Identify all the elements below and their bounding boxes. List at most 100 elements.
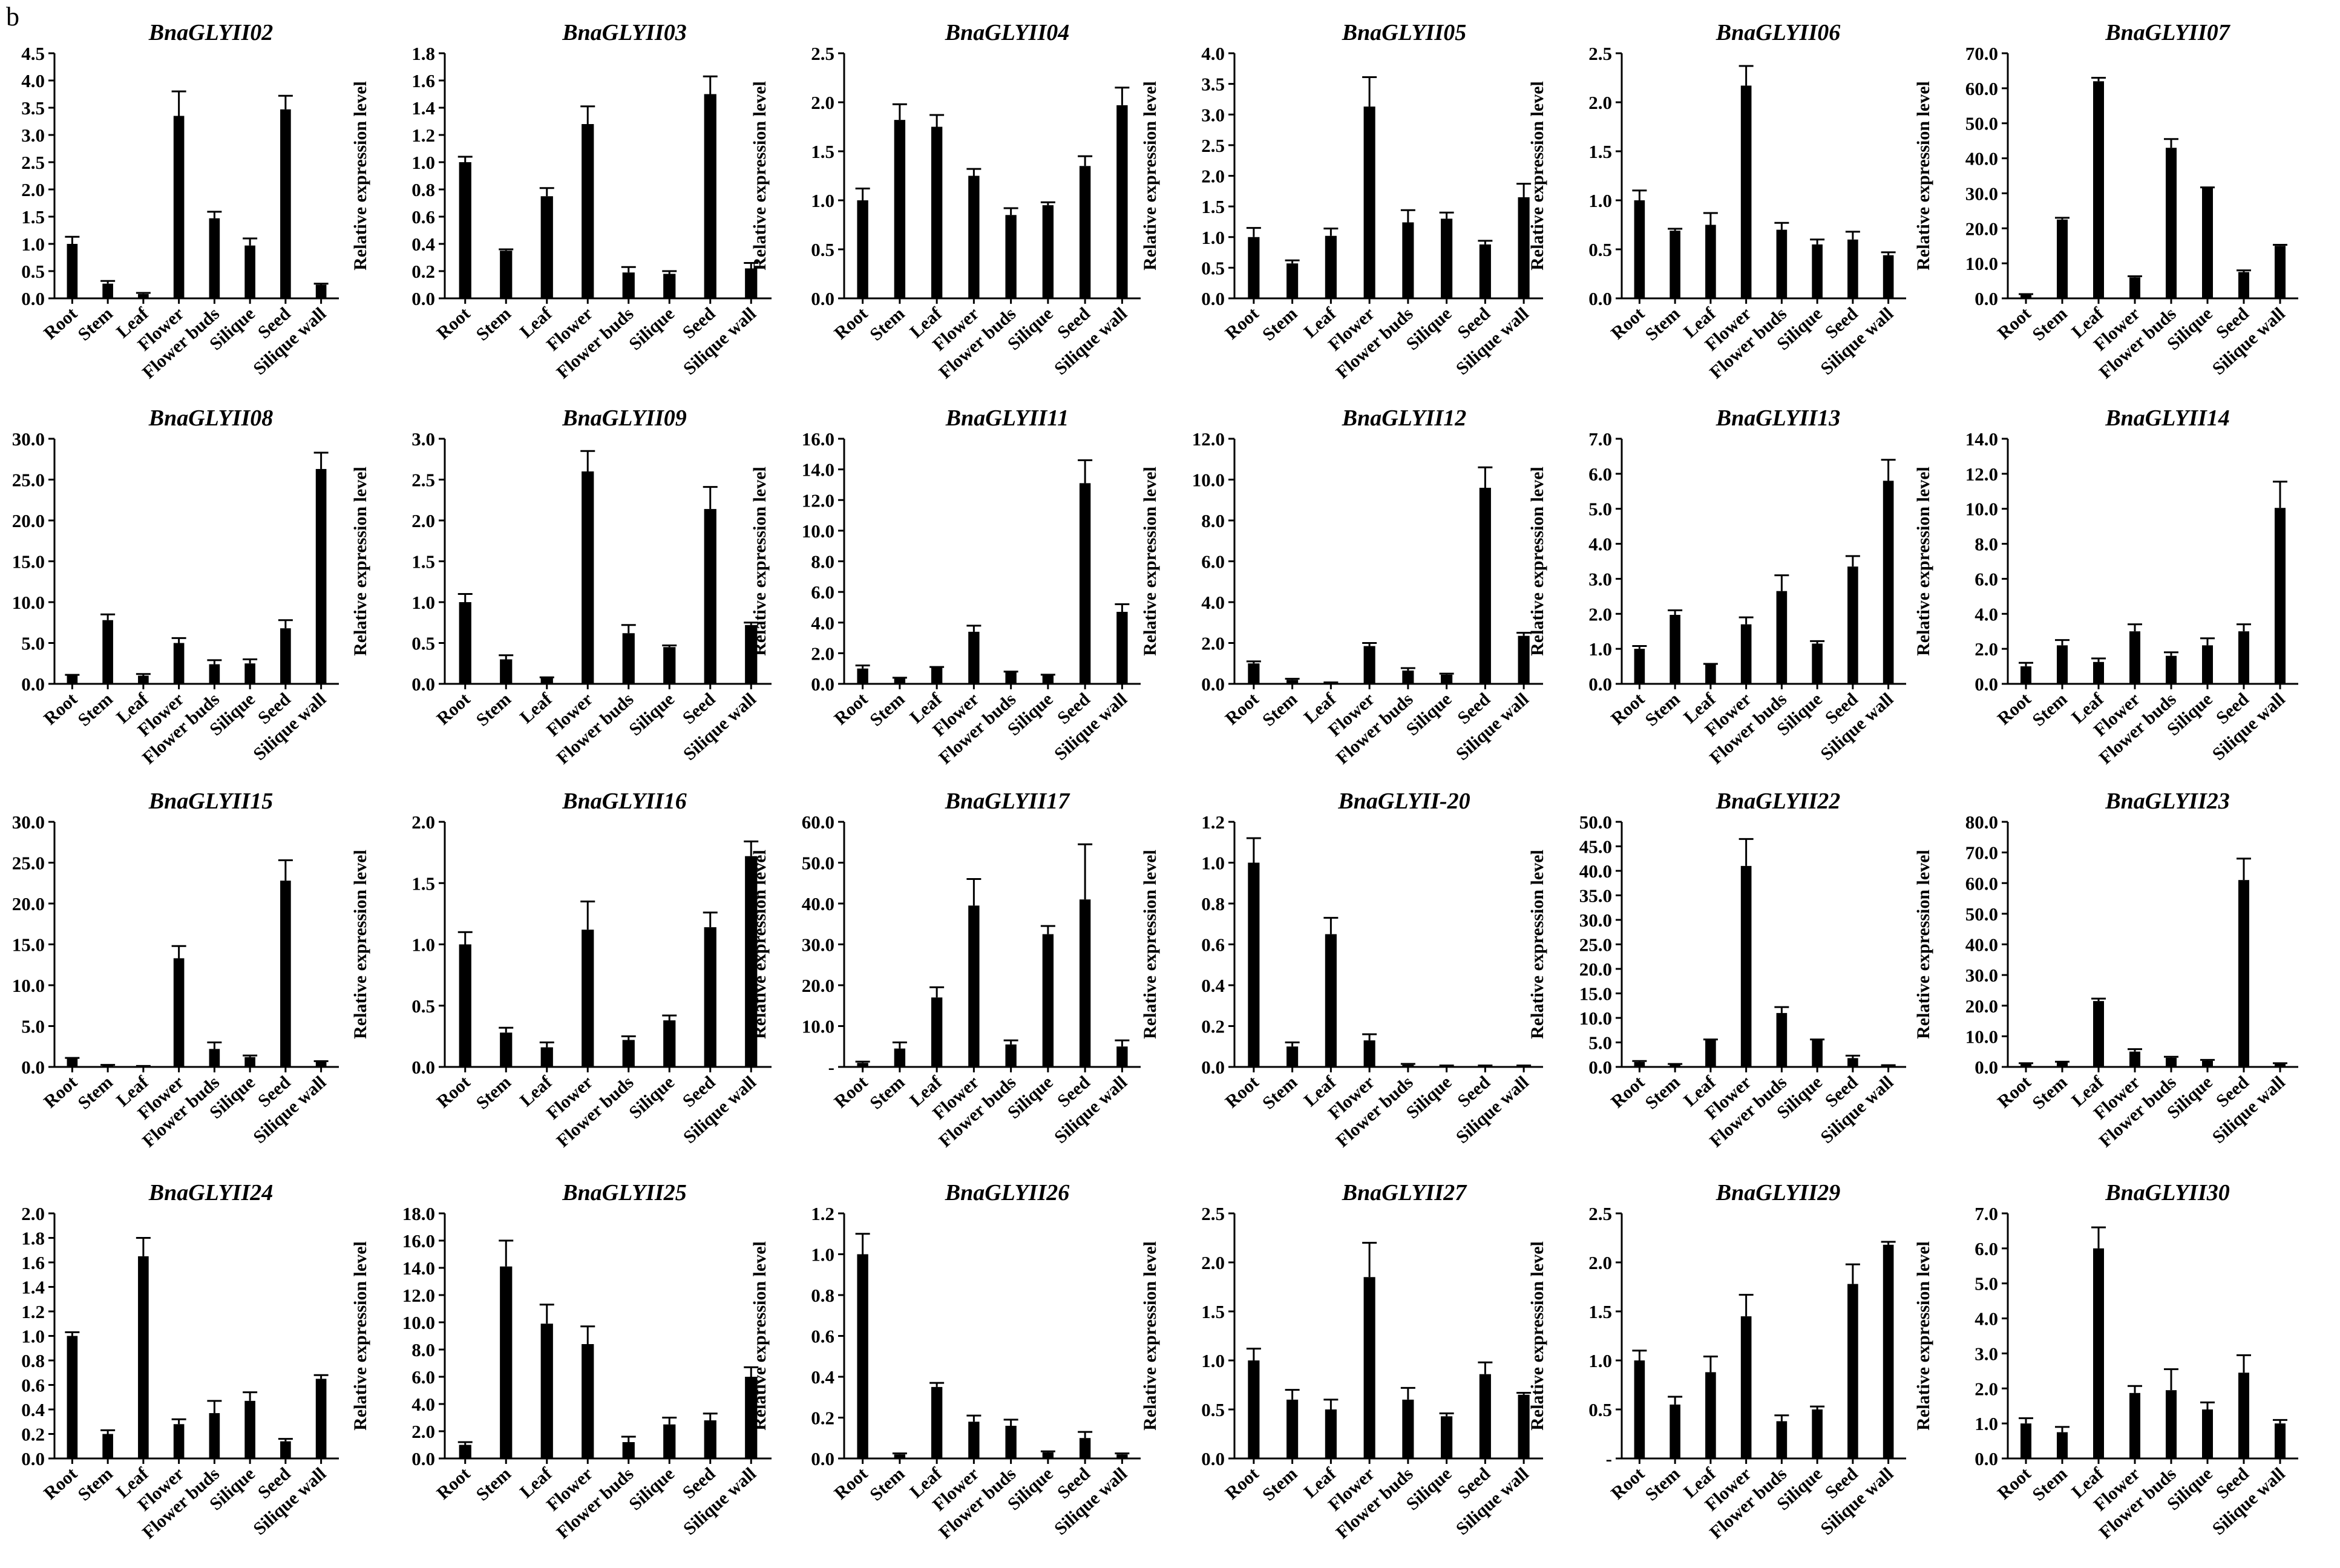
- y-tick-label: 2.0: [1588, 1252, 1612, 1273]
- chart-title: BnaGLYII22: [1716, 789, 1841, 814]
- bar-stem: [1670, 231, 1680, 298]
- bar-root: [67, 1336, 78, 1458]
- bar-root: [459, 602, 471, 684]
- y-tick-label: 0.0: [1201, 288, 1225, 309]
- y-tick-label: 0.0: [1588, 674, 1612, 695]
- bar-seed: [704, 1420, 716, 1458]
- x-tick-label: Stem: [74, 1464, 116, 1505]
- y-tick-label: 10.0: [1192, 470, 1225, 491]
- y-tick-label: 2.5: [1201, 135, 1225, 156]
- y-tick-label: 14.0: [802, 459, 834, 481]
- x-tick-label: Root: [1607, 1072, 1648, 1112]
- bar-stem: [102, 1065, 113, 1067]
- y-tick-label: 40.0: [1965, 148, 1998, 169]
- y-tick-label: 2.5: [21, 152, 45, 173]
- x-tick-label: Silique wall: [1452, 689, 1533, 764]
- bar-silique: [244, 663, 255, 684]
- x-tick-label: Root: [1607, 1464, 1648, 1504]
- bar-leaf: [1705, 1040, 1716, 1067]
- bar-silique: [2202, 1060, 2213, 1067]
- y-tick-label: 10.0: [1965, 1026, 1998, 1047]
- bar-silique: [2202, 645, 2213, 684]
- y-tick-label: 0.8: [411, 179, 435, 200]
- bar-root: [67, 244, 78, 298]
- bar-flower: [1740, 865, 1752, 1067]
- y-tick-label: 0.0: [1201, 674, 1225, 695]
- x-tick-label: Stem: [1641, 689, 1683, 730]
- x-tick-label: Stem: [1259, 1072, 1301, 1114]
- bar-flower-buds: [1005, 215, 1017, 298]
- bar-stem: [1286, 263, 1299, 298]
- y-tick-label: 0.5: [1588, 1399, 1612, 1420]
- x-tick-label: Silique wall: [1050, 304, 1131, 379]
- y-tick-label: 1.0: [811, 190, 834, 211]
- bar-flower: [582, 1344, 594, 1458]
- y-axis-label: Relative expression level: [1527, 81, 1547, 271]
- bar-root: [2020, 1063, 2031, 1067]
- y-tick-label: 0.8: [1201, 893, 1225, 914]
- y-tick-label: 10.0: [1965, 253, 1998, 274]
- y-tick-label: 1.5: [411, 551, 435, 572]
- chart-bnaglyii30: BnaGLYII30 Relative expression level 0.0 1.…: [1913, 1180, 2298, 1543]
- y-tick-label: 1.5: [21, 206, 45, 228]
- y-tick-label: 0.0: [1201, 1057, 1225, 1078]
- y-tick-label: 25.0: [12, 853, 45, 874]
- chart-title: BnaGLYII07: [2105, 20, 2231, 45]
- y-tick-label: 50.0: [1579, 812, 1612, 833]
- chart-title: BnaGLYII23: [2105, 789, 2230, 814]
- bar-seed: [280, 881, 291, 1067]
- bar-silique: [663, 274, 676, 298]
- chart-title: BnaGLYII11: [945, 405, 1069, 431]
- y-tick-label: 2.0: [1201, 1252, 1225, 1273]
- chart-title: BnaGLYII04: [945, 20, 1070, 45]
- bar-flower-buds: [622, 1442, 635, 1458]
- bar-silique: [1042, 934, 1054, 1067]
- y-tick-label: 0.0: [811, 288, 834, 309]
- x-tick-label: Stem: [473, 1464, 515, 1505]
- bar-stem: [1286, 1399, 1299, 1458]
- y-tick-label: 1.4: [411, 97, 435, 119]
- y-tick-label: 2.0: [411, 1421, 435, 1442]
- chart-bnaglyii07: BnaGLYII07 Relative expression level 0.0 10…: [1913, 20, 2298, 382]
- y-tick-label: 1.2: [1201, 812, 1225, 833]
- x-tick-label: Stem: [866, 1072, 908, 1114]
- y-tick-label: 50.0: [802, 853, 834, 874]
- bar-flower-buds: [1005, 1044, 1017, 1067]
- y-tick-label: 0.6: [411, 206, 435, 228]
- bar-stem: [1286, 1046, 1299, 1067]
- y-tick-label: 3.0: [1201, 104, 1225, 125]
- chart-bnaglyii15: BnaGLYII15Relative expression level0.05.…: [12, 789, 339, 1151]
- x-tick-label: Root: [1222, 689, 1263, 729]
- bar-silique-wall: [745, 625, 758, 684]
- bar-leaf: [2093, 661, 2104, 684]
- bar-root: [2020, 666, 2031, 684]
- bar-flower: [968, 175, 980, 298]
- bar-root: [2020, 295, 2031, 298]
- y-axis-label: Relative expression level: [1527, 1241, 1547, 1431]
- y-tick-label: 0.0: [1201, 1448, 1225, 1469]
- y-tick-label: 7.0: [1975, 1203, 1998, 1224]
- bar-flower: [2129, 277, 2140, 298]
- y-tick-label: 0.6: [1201, 934, 1225, 956]
- y-tick-label: 1.5: [411, 873, 435, 894]
- y-tick-label: 10.0: [1579, 1008, 1612, 1029]
- bar-leaf: [931, 997, 943, 1067]
- bar-flower-buds: [1402, 1064, 1414, 1067]
- y-tick-label: 0.0: [21, 288, 45, 309]
- chart-title: BnaGLYII02: [148, 20, 274, 45]
- bar-silique-wall: [1116, 1454, 1128, 1458]
- bar-stem: [1670, 1404, 1680, 1458]
- bar-silique: [663, 647, 676, 684]
- bar-stem: [1286, 680, 1299, 684]
- bar-leaf: [1705, 225, 1716, 298]
- bar-silique-wall: [1883, 255, 1894, 298]
- y-axis-label: Relative expression level: [750, 467, 770, 656]
- bar-stem: [894, 120, 906, 298]
- bar-root: [1634, 1360, 1645, 1458]
- bar-flower: [968, 905, 980, 1067]
- y-tick-label: 1.8: [21, 1228, 45, 1249]
- panel-label: b: [6, 2, 19, 31]
- y-tick-label: 0.4: [811, 1366, 834, 1388]
- bar-flower: [582, 124, 594, 298]
- chart-bnaglyii17: BnaGLYII17 Relative expression level - 10.0…: [750, 789, 1141, 1151]
